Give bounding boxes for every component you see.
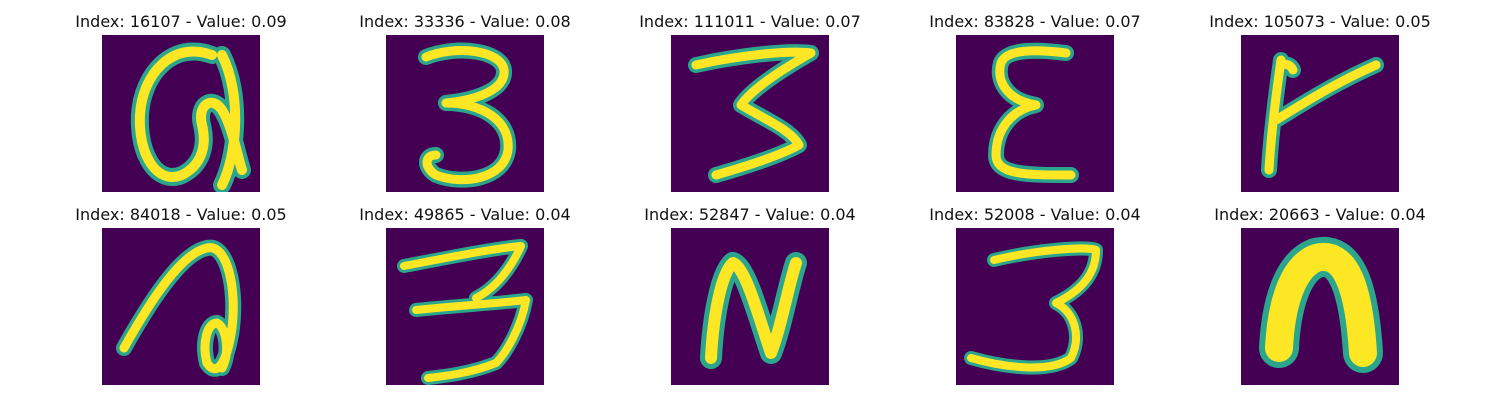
digit-image: [956, 228, 1114, 385]
digit-image: [386, 35, 544, 192]
digit-image: [102, 228, 260, 385]
panel-title: Index: 52008 - Value: 0.04: [929, 205, 1141, 224]
panel-7: Index: 49865 - Value: 0.04: [335, 205, 595, 395]
panel-title: Index: 49865 - Value: 0.04: [359, 205, 571, 224]
panel-2: Index: 33336 - Value: 0.08: [335, 12, 595, 202]
panel-title: Index: 84018 - Value: 0.05: [75, 205, 287, 224]
digit-image: [386, 228, 544, 385]
panel-title: Index: 105073 - Value: 0.05: [1209, 12, 1431, 31]
panel-title: Index: 16107 - Value: 0.09: [75, 12, 287, 31]
digit-image: [102, 35, 260, 192]
panel-title: Index: 20663 - Value: 0.04: [1214, 205, 1426, 224]
panel-title: Index: 83828 - Value: 0.07: [929, 12, 1141, 31]
panel-title: Index: 52847 - Value: 0.04: [644, 205, 856, 224]
digit-image: [1241, 228, 1399, 385]
panel-1: Index: 16107 - Value: 0.09: [51, 12, 311, 202]
panel-title: Index: 111011 - Value: 0.07: [639, 12, 861, 31]
panel-3: Index: 111011 - Value: 0.07: [620, 12, 880, 202]
panel-title: Index: 33336 - Value: 0.08: [359, 12, 571, 31]
panel-10: Index: 20663 - Value: 0.04: [1190, 205, 1450, 395]
digit-image: [671, 35, 829, 192]
digit-image: [956, 35, 1114, 192]
panel-4: Index: 83828 - Value: 0.07: [905, 12, 1165, 202]
panel-6: Index: 84018 - Value: 0.05: [51, 205, 311, 395]
digit-image: [671, 228, 829, 385]
panel-8: Index: 52847 - Value: 0.04: [620, 205, 880, 395]
panel-5: Index: 105073 - Value: 0.05: [1190, 12, 1450, 202]
digit-image: [1241, 35, 1399, 192]
panel-9: Index: 52008 - Value: 0.04: [905, 205, 1165, 395]
